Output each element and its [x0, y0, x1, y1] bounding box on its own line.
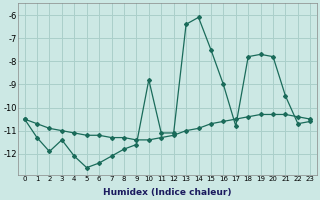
X-axis label: Humidex (Indice chaleur): Humidex (Indice chaleur)	[103, 188, 232, 197]
